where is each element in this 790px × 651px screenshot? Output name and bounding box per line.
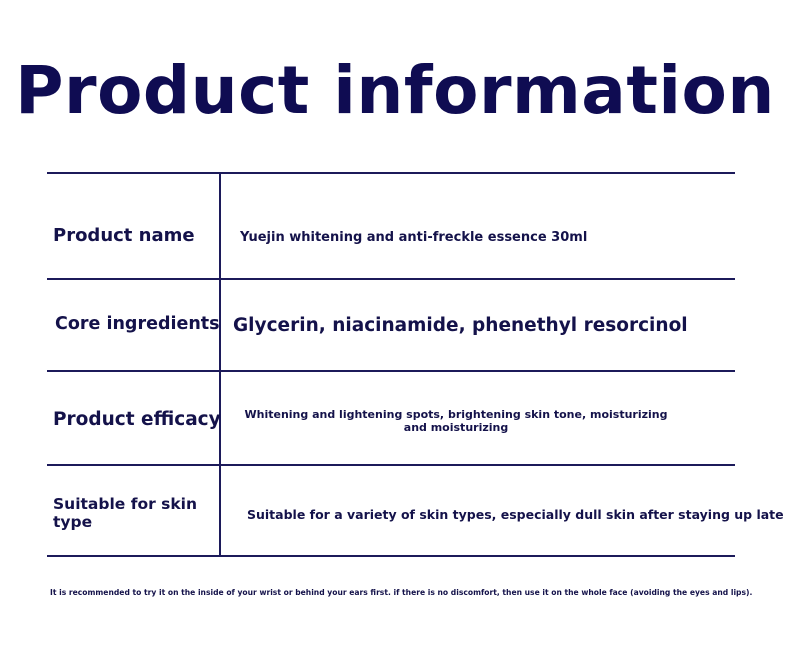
table-divider — [47, 172, 735, 174]
value-skin-type: Suitable for a variety of skin types, es… — [247, 507, 784, 522]
value-product-name: Yuejin whitening and anti-freckle essenc… — [240, 230, 588, 245]
label-core-ingredients: Core ingredients — [55, 314, 220, 334]
value-product-efficacy: Whitening and lightening spots, brighten… — [244, 408, 668, 434]
column-divider — [219, 173, 221, 556]
table-divider — [47, 464, 735, 466]
table-divider — [47, 370, 735, 372]
table-divider — [47, 278, 735, 280]
label-product-name: Product name — [53, 225, 195, 246]
label-product-efficacy: Product efficacy — [53, 409, 221, 430]
usage-note: It is recommended to try it on the insid… — [50, 588, 753, 597]
table-divider — [47, 555, 735, 557]
label-skin-type: Suitable for skin type — [53, 495, 198, 531]
page-title: Product information — [15, 52, 775, 129]
value-core-ingredients: Glycerin, niacinamide, phenethyl resorci… — [233, 315, 688, 336]
